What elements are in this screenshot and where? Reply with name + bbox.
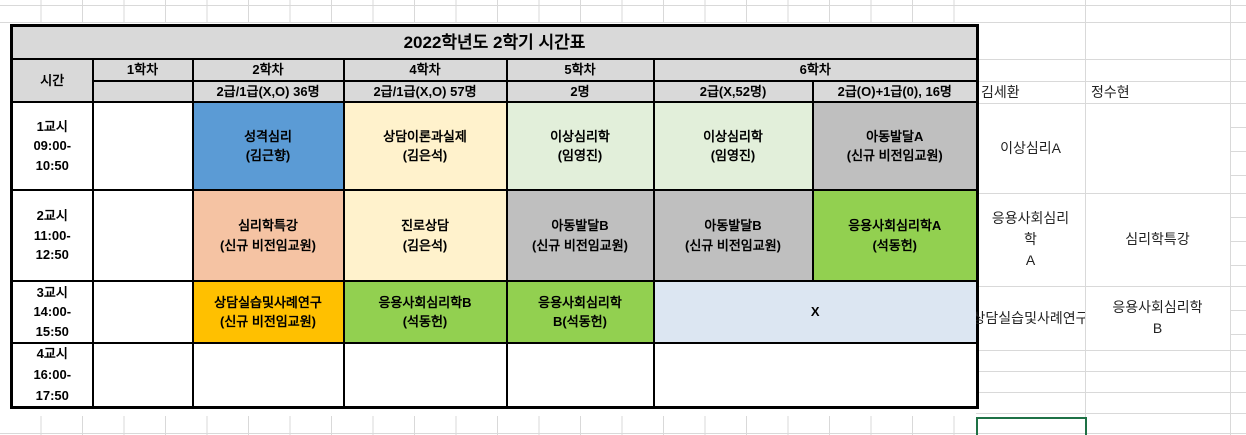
- gridline: [976, 193, 1246, 194]
- table-title-cell[interactable]: 2022학년도 2학기 시간표: [10, 24, 979, 60]
- gridline: [1230, 310, 1246, 311]
- gridline: [1085, 0, 1086, 435]
- empty-cell[interactable]: [505, 342, 655, 409]
- empty-cell[interactable]: [91, 101, 194, 191]
- gridline: [1230, 265, 1246, 266]
- gridline: [1230, 127, 1246, 128]
- instructor-name-jung[interactable]: 정수현: [1091, 83, 1130, 100]
- gridline: [976, 392, 1246, 393]
- gridline: [1230, 217, 1246, 218]
- capacity-header-cell[interactable]: 2급/1급(X,O) 36명: [191, 79, 345, 103]
- course-cell[interactable]: 이상심리학 (임영진): [652, 101, 814, 191]
- gridline: [976, 371, 1246, 372]
- gridline: [1230, 175, 1246, 176]
- side-course-kim-p3[interactable]: 상담실습및사례연구: [976, 309, 1085, 326]
- course-cell[interactable]: 심리학특강 (신규 비전임교원): [191, 189, 345, 282]
- term-header-cell[interactable]: 1학차: [91, 58, 194, 82]
- title-row: 2022학년도 2학기 시간표: [10, 24, 979, 60]
- period-label-cell[interactable]: 1교시 09:00- 10:50: [10, 101, 94, 191]
- timetable-table: 2022학년도 2학기 시간표 시간 1학차 2학차 4학차 5학차 6학차 2…: [10, 24, 979, 410]
- gridline: [976, 81, 1246, 82]
- term-header-cell[interactable]: 5학차: [505, 58, 655, 82]
- cancelled-cell[interactable]: X: [652, 280, 979, 344]
- course-cell[interactable]: 진로상담 (김은석): [342, 189, 508, 282]
- gridline: [976, 350, 1246, 351]
- empty-cell[interactable]: [652, 342, 979, 409]
- gridline: [1230, 241, 1246, 242]
- gridline: [1230, 151, 1246, 152]
- period-label-cell[interactable]: 3교시 14:00- 15:50: [10, 280, 94, 344]
- period-1-row: 1교시 09:00- 10:50 성격심리 (김근향) 상담이론과실제 (김은석…: [10, 101, 979, 191]
- term-header-cell[interactable]: 6학차: [652, 58, 979, 82]
- period-label-cell[interactable]: 2교시 11:00- 12:50: [10, 189, 94, 282]
- side-course-kim-p1[interactable]: 이상심리A: [1000, 139, 1061, 156]
- instructor-name-kim[interactable]: 김세환: [981, 83, 1020, 100]
- gridline: [976, 59, 1246, 60]
- course-cell[interactable]: 아동발달B (신규 비전임교원): [652, 189, 814, 282]
- time-header-cell[interactable]: 시간: [10, 58, 94, 103]
- side-course-kim-p2[interactable]: 응용사회심리 학 A: [991, 210, 1070, 268]
- gridline: [976, 413, 1246, 414]
- capacity-header-cell[interactable]: 2명: [505, 79, 655, 103]
- gridline: [1230, 334, 1246, 335]
- capacity-header-cell[interactable]: 2급(O)+1급(0), 16명: [811, 79, 979, 103]
- course-cell[interactable]: 상담실습및사례연구 (신규 비전임교원): [191, 280, 345, 344]
- course-cell[interactable]: 응용사회심리학A (석동헌): [811, 189, 979, 282]
- empty-cell[interactable]: [91, 280, 194, 344]
- empty-cell[interactable]: [91, 342, 194, 409]
- header-row-capacity: 2급/1급(X,O) 36명 2급/1급(X,O) 57명 2명 2급(X,52…: [12, 79, 979, 103]
- course-cell[interactable]: 성격심리 (김근향): [191, 101, 345, 191]
- term-header-cell[interactable]: 2학차: [191, 58, 345, 82]
- gridline-strip-top: [0, 0, 976, 23]
- term-header-cell[interactable]: 4학차: [342, 58, 508, 82]
- gridline-strip-bottom: [0, 416, 976, 435]
- period-label-cell[interactable]: 4교시 16:00- 17:50: [10, 342, 94, 409]
- gridline: [976, 286, 1246, 287]
- side-course-jung-p3[interactable]: 응용사회심리학 B: [1112, 299, 1203, 336]
- side-course-jung-p2[interactable]: 심리학특강: [1125, 231, 1190, 247]
- active-cell-selection: [976, 417, 1087, 435]
- course-cell[interactable]: 아동발달A (신규 비전임교원): [811, 101, 979, 191]
- empty-cell[interactable]: [91, 189, 194, 282]
- empty-cell[interactable]: [191, 342, 345, 409]
- gridline: [0, 433, 1246, 434]
- course-cell[interactable]: 이상심리학 (임영진): [505, 101, 655, 191]
- course-cell[interactable]: 상담이론과실제 (김은석): [342, 101, 508, 191]
- course-cell[interactable]: 응용사회심리학 B(석동헌): [505, 280, 655, 344]
- capacity-header-cell[interactable]: 2급(X,52명): [652, 79, 814, 103]
- period-3-row: 3교시 14:00- 15:50 상담실습및사례연구 (신규 비전임교원) 응용…: [10, 280, 979, 344]
- capacity-header-cell[interactable]: [91, 79, 194, 103]
- period-4-row: 4교시 16:00- 17:50: [10, 342, 979, 409]
- header-row-terms: 시간 1학차 2학차 4학차 5학차 6학차: [10, 58, 979, 103]
- gridline: [976, 103, 1246, 104]
- course-cell[interactable]: 아동발달B (신규 비전임교원): [505, 189, 655, 282]
- course-cell[interactable]: 응용사회심리학B (석동헌): [342, 280, 508, 344]
- capacity-header-cell[interactable]: 2급/1급(X,O) 57명: [342, 79, 508, 103]
- empty-cell[interactable]: [342, 342, 508, 409]
- period-2-row: 2교시 11:00- 12:50 심리학특강 (신규 비전임교원) 진로상담 (…: [10, 189, 979, 282]
